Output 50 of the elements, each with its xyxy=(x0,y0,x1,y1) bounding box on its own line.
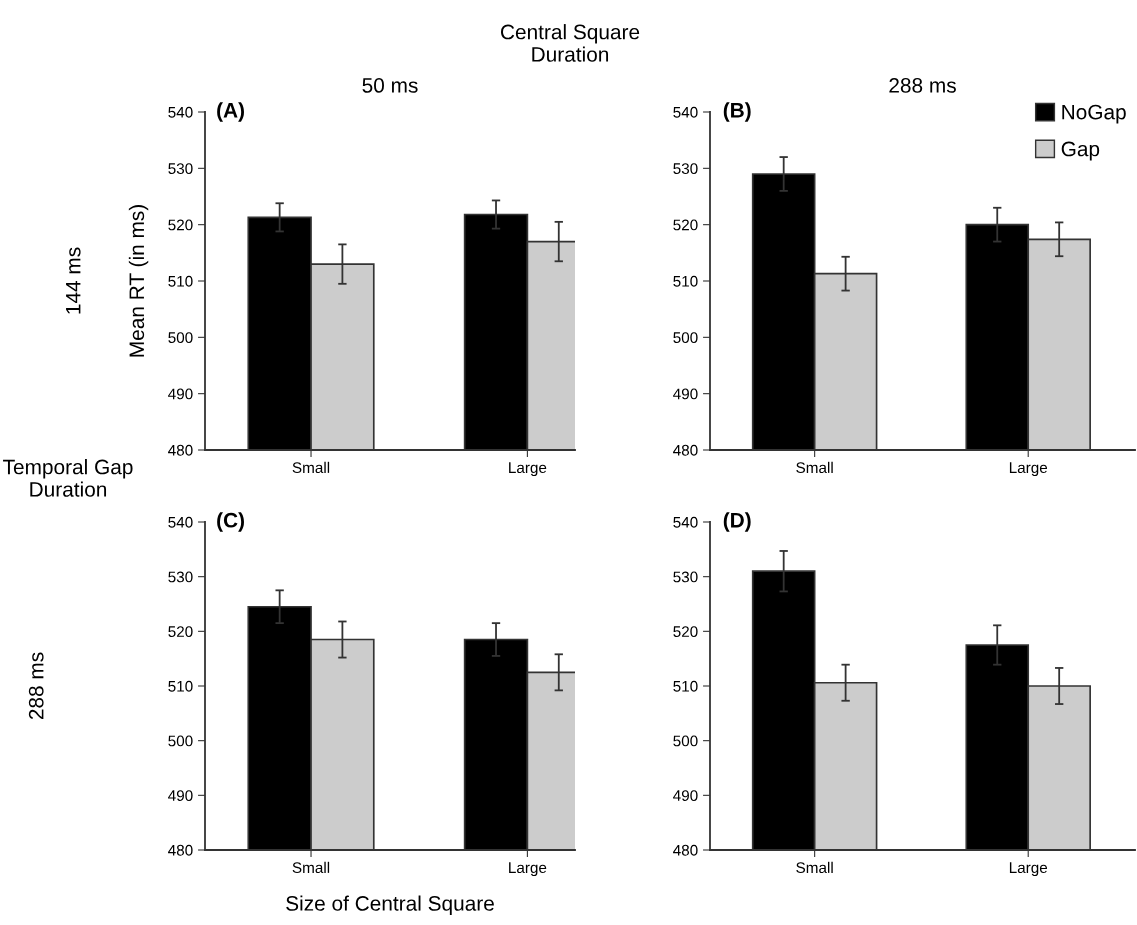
text: Temporal Gap Duration xyxy=(3,459,133,497)
text: Central Square Duration xyxy=(501,24,640,62)
y-tick-label: 510 xyxy=(168,275,193,287)
y-tick-label: 500 xyxy=(673,332,698,344)
x-tick-label: Large xyxy=(1009,462,1048,477)
text: 288 ms xyxy=(28,652,44,720)
y-tick-label: 510 xyxy=(673,680,698,692)
y-tick-label: 490 xyxy=(673,388,698,400)
legend-label: Gap xyxy=(1061,141,1100,161)
x-axis-title: Size of Central Square xyxy=(286,895,494,915)
x-tick-label: Large xyxy=(1009,862,1048,877)
y-tick-label: 510 xyxy=(673,275,698,287)
y-tick-label: 480 xyxy=(168,444,193,456)
x-tick-label: Small xyxy=(292,461,330,474)
y-tick-label: 520 xyxy=(168,219,193,231)
annotation: (C) xyxy=(217,512,244,532)
x-tick-label: Small xyxy=(796,861,833,874)
y-tick-label: 520 xyxy=(168,626,193,638)
annotation: (D) xyxy=(723,512,751,532)
y-tick-label: 530 xyxy=(168,163,193,175)
y-tick-label: 510 xyxy=(168,680,193,692)
y-tick-label: 490 xyxy=(673,790,698,802)
y-tick-label: 540 xyxy=(673,106,698,118)
y-tick-label: 490 xyxy=(168,790,193,802)
legend-label: NoGap xyxy=(1062,104,1126,124)
y-tick-label: 530 xyxy=(673,571,698,583)
x-tick-label: Small xyxy=(796,461,833,474)
y-tick-label: 530 xyxy=(168,571,193,583)
y-tick-label: 480 xyxy=(673,844,698,856)
chart-title: 288 ms xyxy=(889,78,956,93)
chart-title: 50 ms xyxy=(362,78,418,93)
x-tick-label: Large xyxy=(509,862,547,877)
text: 144 ms xyxy=(66,247,81,314)
y-tick-label: 500 xyxy=(168,735,193,747)
y-tick-label: 500 xyxy=(168,332,193,344)
x-tick-label: Small xyxy=(292,861,330,874)
y-tick-label: 480 xyxy=(673,444,698,456)
y-tick-label: 520 xyxy=(673,219,698,231)
y-tick-label: 540 xyxy=(673,516,698,528)
annotation: (B) xyxy=(723,102,751,122)
y-axis-title: Mean RT (in ms) xyxy=(128,205,149,357)
y-tick-label: 490 xyxy=(168,388,193,400)
y-tick-label: 540 xyxy=(168,106,193,118)
x-tick-label: Large xyxy=(509,462,547,477)
y-tick-label: 500 xyxy=(673,735,698,747)
y-tick-label: 530 xyxy=(673,163,698,175)
y-tick-label: 480 xyxy=(168,844,193,856)
y-tick-label: 540 xyxy=(168,516,193,528)
y-tick-label: 520 xyxy=(673,626,698,638)
annotation: (A) xyxy=(217,102,244,122)
